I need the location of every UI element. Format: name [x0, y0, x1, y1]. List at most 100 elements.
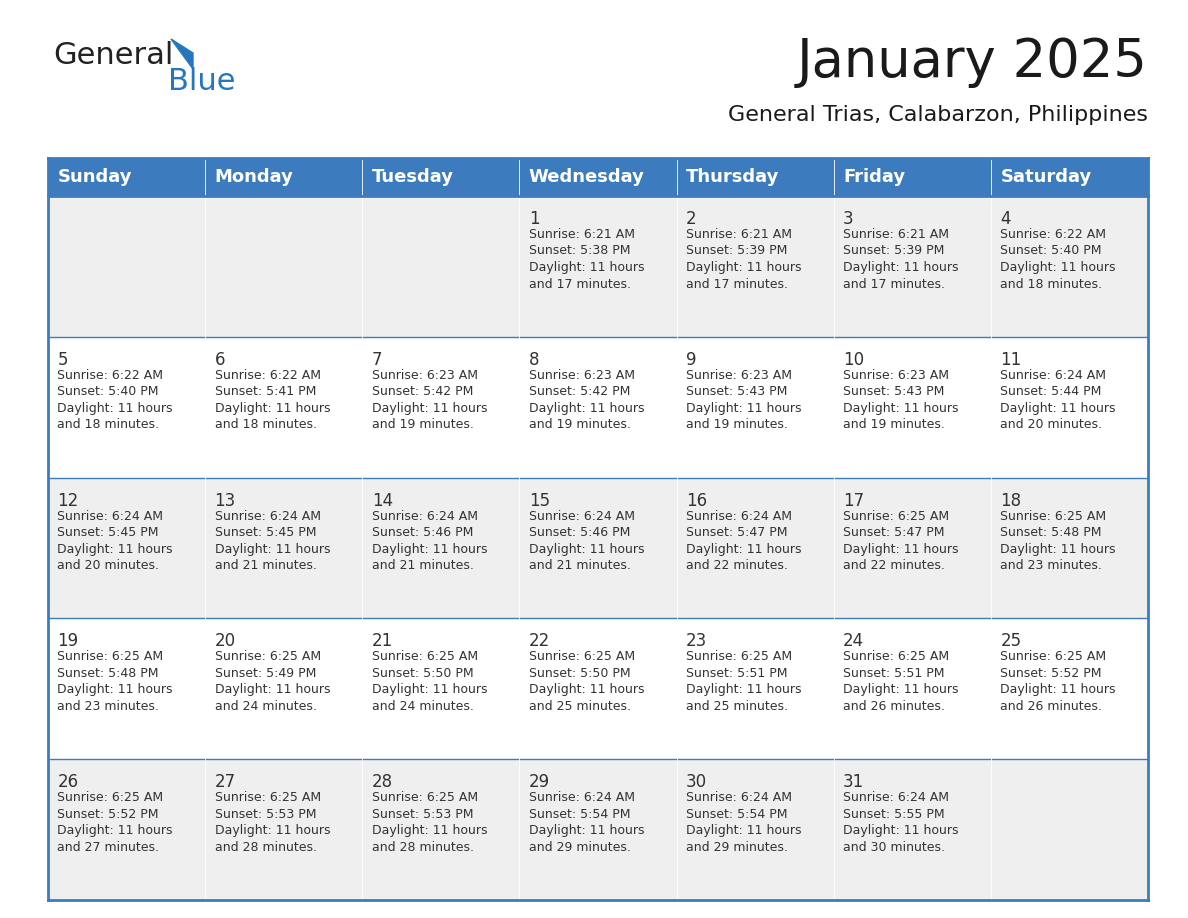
Text: Sunset: 5:55 PM: Sunset: 5:55 PM — [843, 808, 944, 821]
Text: Sunset: 5:39 PM: Sunset: 5:39 PM — [843, 244, 944, 258]
Text: and 21 minutes.: and 21 minutes. — [372, 559, 474, 572]
Text: and 29 minutes.: and 29 minutes. — [685, 841, 788, 854]
Text: Daylight: 11 hours: Daylight: 11 hours — [215, 824, 330, 837]
Text: 30: 30 — [685, 773, 707, 791]
Text: Sunset: 5:51 PM: Sunset: 5:51 PM — [685, 666, 788, 680]
Text: Sunset: 5:50 PM: Sunset: 5:50 PM — [529, 666, 631, 680]
Text: and 19 minutes.: and 19 minutes. — [372, 419, 474, 431]
Text: Sunrise: 6:23 AM: Sunrise: 6:23 AM — [685, 369, 792, 382]
Text: Sunrise: 6:23 AM: Sunrise: 6:23 AM — [843, 369, 949, 382]
Text: 6: 6 — [215, 351, 225, 369]
Bar — [206, 477, 362, 619]
Bar — [362, 759, 519, 900]
Bar — [362, 477, 519, 619]
Text: Sunrise: 6:25 AM: Sunrise: 6:25 AM — [843, 650, 949, 664]
Text: Sunset: 5:46 PM: Sunset: 5:46 PM — [372, 526, 473, 539]
Bar — [519, 619, 677, 759]
Text: Sunrise: 6:22 AM: Sunrise: 6:22 AM — [215, 369, 321, 382]
Text: 2: 2 — [685, 210, 696, 228]
Text: Sunrise: 6:25 AM: Sunrise: 6:25 AM — [372, 650, 478, 664]
Text: Sunset: 5:46 PM: Sunset: 5:46 PM — [529, 526, 630, 539]
Bar — [519, 158, 677, 196]
Text: Sunrise: 6:24 AM: Sunrise: 6:24 AM — [843, 791, 949, 804]
Text: Sunrise: 6:24 AM: Sunrise: 6:24 AM — [529, 791, 634, 804]
Text: Thursday: Thursday — [685, 168, 779, 186]
Text: Daylight: 11 hours: Daylight: 11 hours — [529, 683, 644, 697]
Text: and 17 minutes.: and 17 minutes. — [529, 277, 631, 290]
Text: 25: 25 — [1000, 633, 1022, 650]
Text: Daylight: 11 hours: Daylight: 11 hours — [215, 402, 330, 415]
Bar — [362, 158, 519, 196]
Text: Sunset: 5:52 PM: Sunset: 5:52 PM — [57, 808, 159, 821]
Bar — [677, 619, 834, 759]
Text: Sunset: 5:38 PM: Sunset: 5:38 PM — [529, 244, 631, 258]
Text: Sunset: 5:48 PM: Sunset: 5:48 PM — [57, 666, 159, 680]
Text: Sunrise: 6:25 AM: Sunrise: 6:25 AM — [57, 791, 164, 804]
Bar — [48, 337, 206, 477]
Bar — [519, 759, 677, 900]
Text: and 25 minutes.: and 25 minutes. — [529, 700, 631, 713]
Text: Sunrise: 6:22 AM: Sunrise: 6:22 AM — [57, 369, 164, 382]
Text: and 19 minutes.: and 19 minutes. — [685, 419, 788, 431]
Text: Sunrise: 6:25 AM: Sunrise: 6:25 AM — [685, 650, 792, 664]
Text: Sunset: 5:50 PM: Sunset: 5:50 PM — [372, 666, 473, 680]
Text: Daylight: 11 hours: Daylight: 11 hours — [685, 824, 802, 837]
Text: and 26 minutes.: and 26 minutes. — [843, 700, 944, 713]
Text: Daylight: 11 hours: Daylight: 11 hours — [1000, 402, 1116, 415]
Text: Daylight: 11 hours: Daylight: 11 hours — [843, 824, 959, 837]
Bar — [677, 759, 834, 900]
Text: Sunrise: 6:24 AM: Sunrise: 6:24 AM — [372, 509, 478, 522]
Bar — [991, 619, 1148, 759]
Text: 29: 29 — [529, 773, 550, 791]
Text: Daylight: 11 hours: Daylight: 11 hours — [529, 261, 644, 274]
Text: General: General — [53, 40, 173, 70]
Text: Daylight: 11 hours: Daylight: 11 hours — [529, 402, 644, 415]
Text: Sunset: 5:39 PM: Sunset: 5:39 PM — [685, 244, 788, 258]
Text: Sunrise: 6:24 AM: Sunrise: 6:24 AM — [1000, 369, 1106, 382]
Bar — [991, 196, 1148, 337]
Text: Sunset: 5:51 PM: Sunset: 5:51 PM — [843, 666, 944, 680]
Bar — [48, 619, 206, 759]
Text: Friday: Friday — [843, 168, 905, 186]
Text: and 22 minutes.: and 22 minutes. — [685, 559, 788, 572]
Text: Sunset: 5:48 PM: Sunset: 5:48 PM — [1000, 526, 1101, 539]
Text: Sunrise: 6:25 AM: Sunrise: 6:25 AM — [843, 509, 949, 522]
Text: Daylight: 11 hours: Daylight: 11 hours — [57, 402, 173, 415]
Text: and 30 minutes.: and 30 minutes. — [843, 841, 946, 854]
Text: Sunset: 5:47 PM: Sunset: 5:47 PM — [685, 526, 788, 539]
Text: Sunset: 5:42 PM: Sunset: 5:42 PM — [372, 386, 473, 398]
Text: Sunrise: 6:23 AM: Sunrise: 6:23 AM — [372, 369, 478, 382]
Bar — [48, 759, 206, 900]
Text: Daylight: 11 hours: Daylight: 11 hours — [215, 683, 330, 697]
Bar — [362, 337, 519, 477]
Text: and 19 minutes.: and 19 minutes. — [529, 419, 631, 431]
Bar — [991, 337, 1148, 477]
Text: and 27 minutes.: and 27 minutes. — [57, 841, 159, 854]
Text: 16: 16 — [685, 492, 707, 509]
Text: 4: 4 — [1000, 210, 1011, 228]
Text: and 21 minutes.: and 21 minutes. — [215, 559, 316, 572]
Text: Sunrise: 6:23 AM: Sunrise: 6:23 AM — [529, 369, 634, 382]
Text: 8: 8 — [529, 351, 539, 369]
Text: Sunrise: 6:24 AM: Sunrise: 6:24 AM — [215, 509, 321, 522]
Text: Saturday: Saturday — [1000, 168, 1092, 186]
Polygon shape — [171, 39, 192, 69]
Text: Tuesday: Tuesday — [372, 168, 454, 186]
Bar — [834, 619, 991, 759]
Text: 11: 11 — [1000, 351, 1022, 369]
Text: Daylight: 11 hours: Daylight: 11 hours — [843, 261, 959, 274]
Text: Daylight: 11 hours: Daylight: 11 hours — [215, 543, 330, 555]
Text: 18: 18 — [1000, 492, 1022, 509]
Text: and 25 minutes.: and 25 minutes. — [685, 700, 788, 713]
Text: 19: 19 — [57, 633, 78, 650]
Text: Sunset: 5:43 PM: Sunset: 5:43 PM — [843, 386, 944, 398]
Text: 9: 9 — [685, 351, 696, 369]
Text: General Trias, Calabarzon, Philippines: General Trias, Calabarzon, Philippines — [728, 105, 1148, 125]
Text: and 19 minutes.: and 19 minutes. — [843, 419, 944, 431]
Text: and 29 minutes.: and 29 minutes. — [529, 841, 631, 854]
Bar — [206, 759, 362, 900]
Text: and 26 minutes.: and 26 minutes. — [1000, 700, 1102, 713]
Text: Monday: Monday — [215, 168, 293, 186]
Bar — [519, 477, 677, 619]
Text: 5: 5 — [57, 351, 68, 369]
